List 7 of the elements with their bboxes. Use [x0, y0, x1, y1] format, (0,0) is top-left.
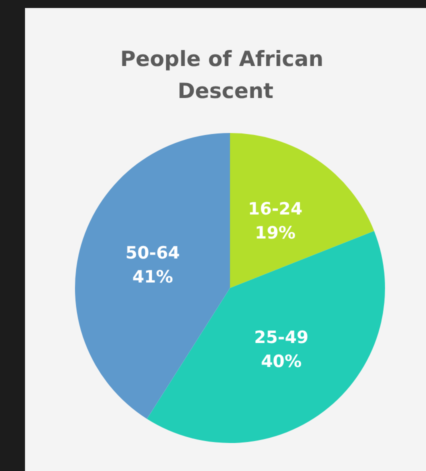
data-label: 41%: [132, 268, 174, 288]
slice-label: 16-24: [248, 199, 303, 220]
slice-label: 50-64: [126, 244, 180, 264]
slice-label: 25-49: [254, 328, 308, 348]
data-label: 40%: [260, 352, 302, 372]
chart-title: People of African Descent: [120, 47, 331, 103]
data-label: 19%: [254, 223, 296, 244]
